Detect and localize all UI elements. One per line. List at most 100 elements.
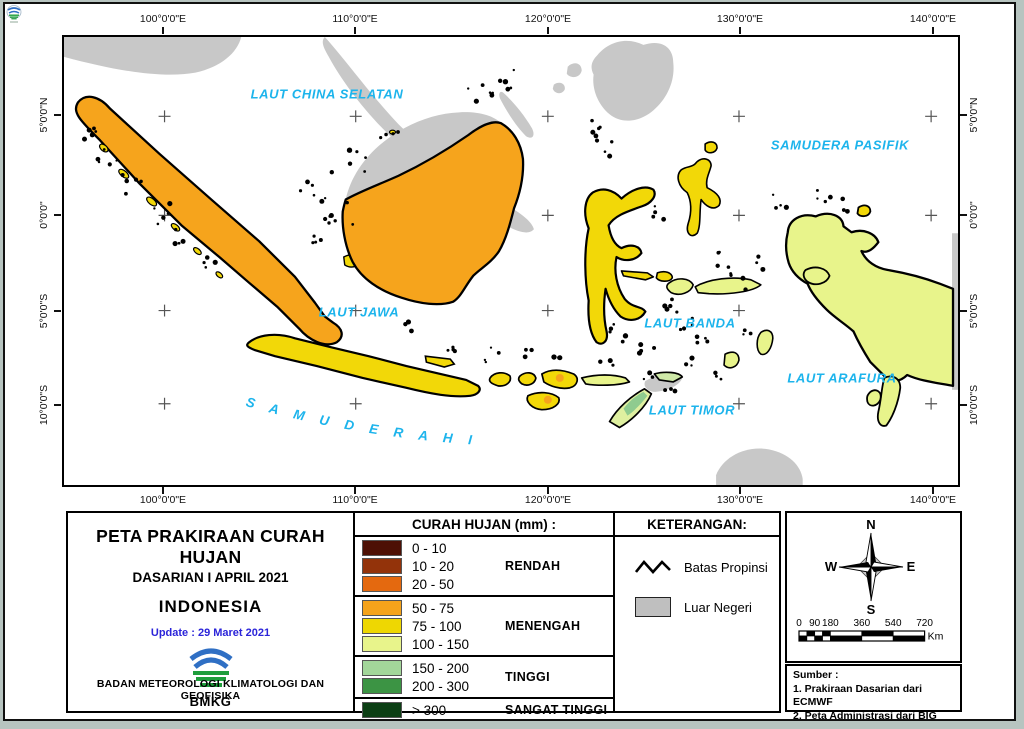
map-frame: S A M U D E R A H I N D I A LAUT CHINA S…	[62, 35, 960, 487]
scalebar-tick-label: 0	[796, 618, 802, 629]
lat-label: 10°0'0"S	[38, 384, 50, 426]
legend-row: 200 - 300	[355, 677, 505, 695]
legend-group: 50 - 75 75 - 100 100 - 150 MENENGAH	[355, 597, 613, 657]
scalebar-tick-label: 720	[916, 618, 933, 629]
legend-swatch	[362, 702, 402, 718]
axis-tick	[960, 214, 967, 216]
title-block: PETA PRAKIRAAN CURAH HUJAN DASARIAN I AP…	[66, 511, 355, 713]
keterangan-panel: KETERANGAN: Batas Propinsi Luar Negeri	[613, 511, 781, 713]
bmkg-corner-logo-icon	[6, 5, 22, 30]
legend-group: 150 - 200 200 - 300 TINGGI	[355, 657, 613, 699]
lon-label: 110°0'0"E	[332, 13, 378, 25]
axis-tick	[960, 404, 967, 406]
legend-item-batas-propinsi: Batas Propinsi	[615, 559, 779, 575]
lat-label: 5°0'0"N	[38, 97, 50, 133]
scalebar-tick-label: 540	[885, 618, 902, 629]
lon-label: 110°0'0"E	[332, 494, 378, 506]
sumber-panel: Sumber : 1. Prakiraan Dasarian dari ECMW…	[785, 664, 962, 722]
legend-swatch	[362, 678, 402, 694]
legend-swatch	[362, 660, 402, 676]
legend-range-label: 10 - 20	[412, 558, 455, 574]
axis-tick	[162, 27, 164, 34]
axis-tick	[354, 27, 356, 34]
legend-swatch	[362, 636, 402, 652]
sumber-line-1: 1. Prakiraan Dasarian dari ECMWF	[793, 682, 922, 709]
lat-label: 10°0'0"S	[968, 384, 980, 426]
sumber-header: Sumber :	[793, 669, 839, 681]
legend-swatch	[362, 576, 402, 592]
legend-row: 10 - 20	[355, 557, 505, 575]
legend-group: 0 - 10 10 - 20 20 - 50 RENDAH	[355, 537, 613, 597]
axis-tick	[932, 27, 934, 34]
lon-label: 100°0'0"E	[139, 494, 187, 506]
legend-row: 150 - 200	[355, 659, 505, 677]
lat-label: 0°0'0"	[968, 201, 980, 229]
lon-label: 100°0'0"E	[139, 13, 187, 25]
islands-maluku	[620, 141, 774, 369]
map-canvas: S A M U D E R A H I N D I A	[64, 37, 958, 485]
lon-label: 130°0'0"E	[716, 494, 764, 506]
legend-swatch	[362, 618, 402, 634]
legend-swatch	[362, 558, 402, 574]
scalebar-tick-label: 180	[822, 618, 839, 629]
compass-n: N	[866, 517, 875, 532]
land-png-strip	[952, 233, 958, 390]
legend-range-label: 50 - 75	[412, 600, 455, 616]
scale-bar: 0 90 180 360 540 720 Km	[796, 618, 943, 643]
legend-range-label: > 300	[412, 702, 447, 718]
legend-category-label: RENDAH	[505, 559, 561, 573]
axis-tick	[54, 214, 61, 216]
land-indochina	[64, 37, 242, 75]
axis-tick	[54, 404, 61, 406]
legend-category-label: MENENGAH	[505, 619, 581, 633]
bmkg-logo-icon	[68, 645, 353, 696]
lon-label: 120°0'0"E	[524, 494, 572, 506]
axis-tick	[547, 487, 549, 494]
agency-name: BADAN METEOROLOGI KLIMATOLOGI DAN GEOFIS…	[96, 678, 325, 702]
legend-range-label: 150 - 200	[412, 660, 470, 676]
axis-tick	[54, 114, 61, 116]
update-date: Update : 29 Maret 2021	[150, 627, 271, 639]
legend-row: 0 - 10	[355, 539, 505, 557]
axis-tick	[739, 487, 741, 494]
legend-category-label: TINGGI	[505, 670, 550, 684]
scalebar-tick-label: 90	[809, 618, 821, 629]
island-sumatra	[74, 95, 397, 346]
compass-e: E	[907, 559, 916, 574]
legend-range-label: 200 - 300	[412, 678, 470, 694]
island-sulawesi	[584, 186, 656, 345]
axis-tick	[54, 310, 61, 312]
legend-row: 100 - 150	[355, 635, 505, 653]
legend-row: 20 - 50	[355, 575, 505, 593]
legend-swatch	[362, 600, 402, 616]
small-island-dots	[82, 68, 850, 394]
scalebar-tick-label: 360	[853, 618, 870, 629]
lat-label: 5°0'0"S	[968, 293, 980, 329]
compass-scale-panel: N E S W 0 90 180 360 540 720 Km	[785, 511, 962, 663]
islands-nusa-tenggara	[488, 369, 684, 429]
island-papua	[784, 204, 955, 427]
axis-tick	[960, 114, 967, 116]
lat-label: 0°0'0"	[38, 201, 50, 229]
axis-tick	[960, 310, 967, 312]
island-java	[246, 333, 481, 398]
legend-range-label: 75 - 100	[412, 618, 462, 634]
zigzag-line-icon	[635, 559, 671, 574]
sumber-line-2: 2. Peta Administrasi dari BIG	[793, 709, 937, 722]
batas-propinsi-label: Batas Propinsi	[684, 559, 768, 575]
legend-group: > 300 SANGAT TINGGI	[355, 699, 613, 721]
luar-negeri-label: Luar Negeri	[684, 599, 752, 615]
legend-header: CURAH HUJAN (mm) :	[355, 513, 613, 537]
land-australia	[716, 448, 803, 485]
map-subtitle: DASARIAN I APRIL 2021	[132, 570, 289, 585]
compass-s: S	[867, 602, 876, 617]
luar-negeri-swatch	[635, 597, 671, 617]
keterangan-header: KETERANGAN:	[615, 513, 779, 537]
legend-range-label: 100 - 150	[412, 636, 470, 652]
legend-row: 75 - 100	[355, 617, 505, 635]
axis-tick	[739, 27, 741, 34]
legend-category-label: SANGAT TINGGI	[505, 703, 608, 717]
lon-label: 130°0'0"E	[716, 13, 764, 25]
legend-swatch	[362, 540, 402, 556]
